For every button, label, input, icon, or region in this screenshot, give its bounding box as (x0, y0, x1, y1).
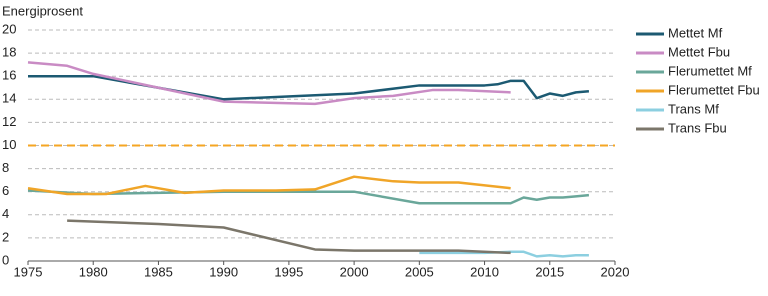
x-tick-label: 2000 (340, 264, 369, 279)
x-tick-label: 1995 (274, 264, 303, 279)
series-line (27, 61, 511, 106)
y-tick-label: 8 (2, 160, 9, 175)
legend-label: Flerumettet Fbu (668, 82, 760, 97)
y-tick-label: 2 (2, 229, 9, 244)
x-tick-label: 1975 (14, 264, 43, 279)
y-tick-label: 0 (2, 252, 9, 267)
x-tick-label: 2010 (470, 264, 499, 279)
x-tick-label: 2020 (601, 264, 630, 279)
x-tick-label: 1985 (144, 264, 173, 279)
y-tick-label: 20 (2, 21, 16, 36)
series-line (27, 175, 511, 196)
y-tick-label: 12 (2, 114, 16, 129)
series-line (28, 74, 590, 101)
series-line (67, 219, 511, 255)
y-tick-label: 4 (2, 206, 9, 221)
x-tick-label: 2015 (535, 264, 564, 279)
y-tick-label: 6 (2, 183, 9, 198)
legend-label: Flerumettet Mf (668, 63, 752, 78)
x-tick-label: 2005 (405, 264, 434, 279)
y-tick-label: 14 (2, 91, 16, 106)
legend-label: Trans Fbu (668, 120, 727, 135)
y-axis-label: Energiprosent (2, 3, 83, 18)
series-line (419, 250, 589, 258)
y-tick-label: 10 (2, 137, 16, 152)
x-tick-label: 1980 (79, 264, 108, 279)
x-tick-label: 1990 (209, 264, 238, 279)
legend-label: Trans Mf (668, 101, 719, 116)
legend-label: Mettet Mf (668, 25, 723, 40)
y-tick-label: 18 (2, 45, 16, 60)
y-tick-label: 16 (2, 68, 16, 83)
legend-label: Mettet Fbu (668, 44, 730, 59)
